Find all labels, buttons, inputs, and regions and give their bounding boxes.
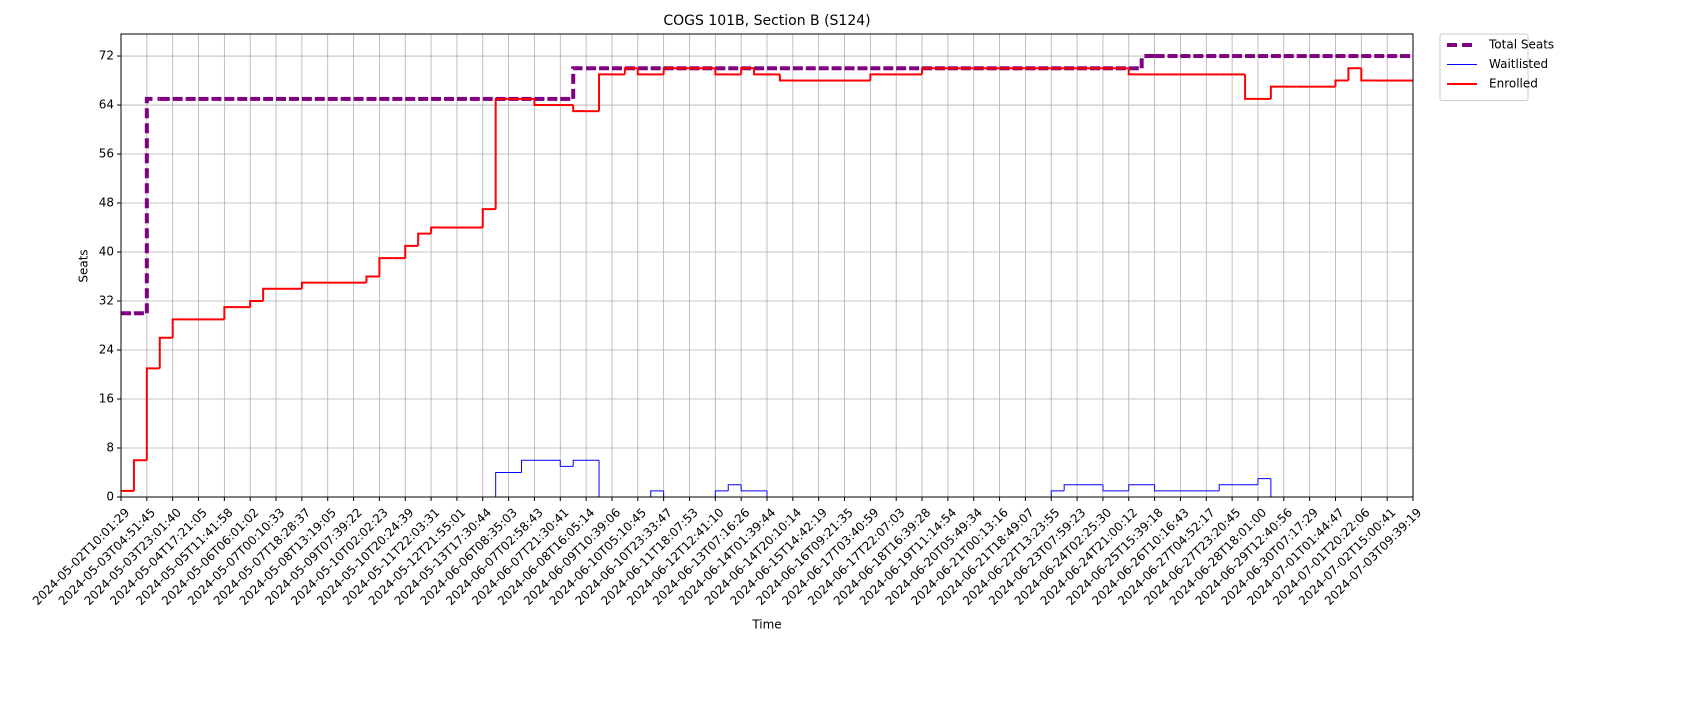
step-segment (740, 67, 755, 75)
y-tick-label: 56 (99, 147, 114, 161)
grid (120, 34, 1414, 498)
y-tick-label: 72 (99, 49, 114, 63)
y-tick-label: 16 (99, 392, 114, 406)
legend-label: Total Seats (1488, 38, 1554, 52)
step-segment (1334, 79, 1349, 87)
step-segment (262, 287, 277, 302)
step-segment (921, 67, 935, 75)
step-segment (572, 105, 587, 113)
step-segment (753, 68, 767, 76)
step-segment (727, 484, 742, 491)
step-segment (300, 281, 315, 289)
step-segment (144, 96, 160, 314)
step-segment (778, 74, 793, 82)
y-tick-label: 64 (99, 98, 114, 112)
step-segment (572, 459, 587, 467)
step-segment (1269, 85, 1284, 99)
step-segment (521, 459, 535, 473)
y-axis-label: Seats (77, 249, 91, 282)
step-segment (869, 73, 884, 81)
step-segment (1154, 484, 1168, 492)
step-segment (636, 68, 651, 76)
step-segment (766, 490, 780, 498)
step-segment (650, 490, 664, 497)
legend: Total Seats Waitlisted Enrolled (1439, 33, 1554, 101)
step-segment (1050, 490, 1065, 497)
step-segment (1063, 484, 1078, 491)
step-segment (663, 490, 677, 498)
step-segment (1360, 68, 1375, 82)
step-segment (494, 97, 509, 210)
step-segment (417, 232, 432, 246)
y-tick-label: 40 (99, 245, 114, 259)
step-segment (1128, 484, 1142, 491)
legend-label: Waitlisted (1489, 57, 1548, 71)
step-segment (714, 68, 729, 76)
step-segment (132, 459, 147, 491)
step-segment (662, 67, 677, 75)
step-segment (714, 490, 729, 497)
chart-title: COGS 101B, Section B (S124) (663, 13, 870, 29)
step-segment (404, 244, 419, 259)
y-tick-label: 32 (99, 294, 114, 308)
step-segment (598, 460, 612, 498)
step-segment (1244, 74, 1258, 100)
step-segment (158, 336, 173, 369)
step-segment (365, 275, 380, 283)
step-segment (623, 67, 638, 75)
step-segment (1257, 478, 1271, 485)
step-segment (1270, 478, 1284, 498)
step-segment (145, 367, 160, 461)
step-segment (559, 460, 574, 467)
step-segment (171, 318, 186, 338)
step-segment (1102, 484, 1116, 492)
step-segment (533, 98, 548, 107)
y-tick-label: 48 (99, 196, 114, 210)
step-segment (481, 208, 496, 228)
step-segment (598, 73, 612, 112)
step-segment (249, 300, 264, 308)
step-segment (1127, 68, 1142, 76)
step-segment (740, 484, 755, 492)
y-tick-label: 0 (106, 490, 114, 504)
legend-label: Enrolled (1489, 77, 1538, 91)
step-segment (223, 306, 238, 320)
y-tick-label: 24 (99, 343, 114, 357)
step-segment (430, 226, 444, 234)
step-segment (1218, 484, 1233, 491)
y-tick-label: 8 (106, 441, 114, 455)
x-axis-label: Time (751, 618, 781, 632)
step-segment (495, 472, 509, 497)
step-segment (1139, 54, 1155, 69)
step-segment (378, 257, 393, 277)
step-segment (571, 66, 587, 99)
ticks: 0816243240485664722024-05-02T10:01:29202… (30, 49, 1425, 608)
series-line (121, 67, 1413, 492)
step-segment (1347, 67, 1362, 81)
